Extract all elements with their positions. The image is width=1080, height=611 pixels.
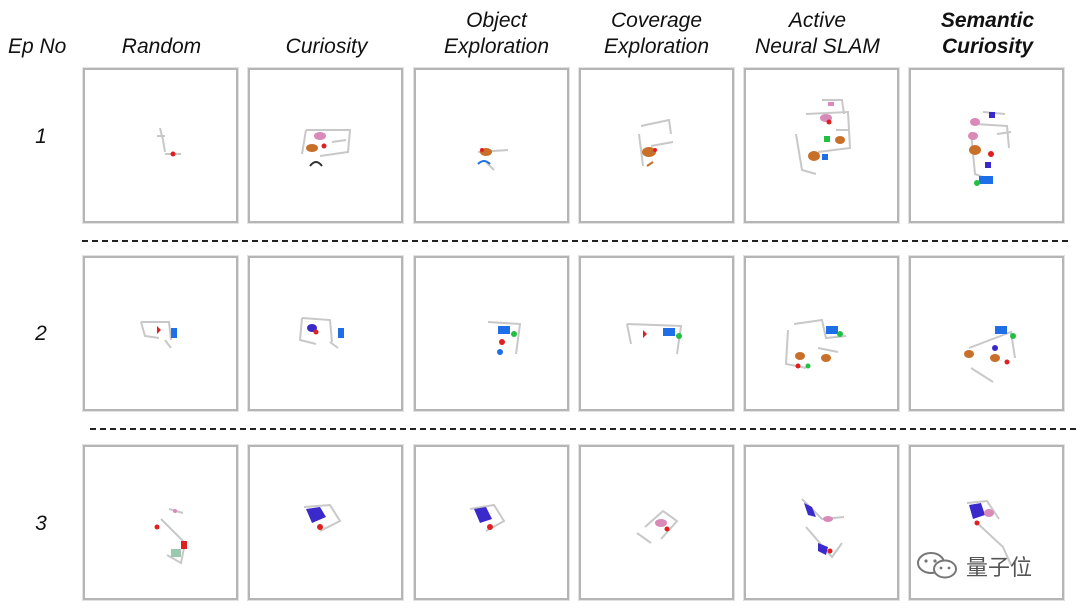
map-ep1-active-neural-slam-drawing [795,99,852,175]
header-line2: Curiosity [285,35,368,58]
header-line2: Exploration [603,35,710,58]
episode-label-2: 2 [35,322,47,345]
map-ep1-semantic-curiosity-drawing [968,111,1012,186]
header-line2: Random [121,35,202,58]
map-ep2-curiosity [248,256,403,411]
row-separator [82,240,1068,242]
map-ep2-random-drawing [140,321,177,349]
map-ep3-object-exploration-drawing [469,503,506,532]
header-line1 [244,8,409,34]
header-line1: Active [788,9,847,32]
map-ep3-semantic-curiosity-drawing [966,499,1012,566]
map-ep3-random [83,445,238,600]
map-ep2-semantic-curiosity [909,256,1064,411]
map-ep1-random [83,68,238,223]
map-ep3-active-neural-slam-drawing [801,498,845,559]
map-ep3-coverage-exploration [579,445,734,600]
map-ep3-curiosity-drawing [303,503,342,532]
map-ep2-coverage-exploration-drawing [626,323,683,355]
map-ep3-random-drawing [154,508,187,565]
map-ep1-object-exploration-drawing [477,148,509,171]
header-line1: Semantic [940,9,1035,32]
wechat-icon [917,552,957,579]
header-line1: Coverage [610,9,703,32]
map-ep1-semantic-curiosity [909,68,1064,223]
map-ep3-curiosity [248,445,403,600]
episode-label-3: 3 [35,512,47,535]
map-ep1-object-exploration [414,68,569,223]
header-line2: Neural SLAM [755,35,880,58]
map-ep1-active-neural-slam [744,68,899,223]
map-ep2-active-neural-slam [744,256,899,411]
map-ep1-coverage-exploration [579,68,734,223]
header-semantic-curiosity: Semantic Curiosity [905,8,1070,60]
map-ep2-random [83,256,238,411]
map-ep3-coverage-exploration-drawing [636,509,679,544]
map-ep2-active-neural-slam-drawing [784,318,847,369]
header-random: Random [79,8,244,60]
map-ep1-coverage-exploration-drawing [638,118,674,167]
row-separator [90,428,1076,430]
map-ep3-semantic-curiosity [909,445,1064,600]
watermark: 量子位 [916,550,1032,582]
map-ep3-active-neural-slam [744,445,899,600]
header-object-exploration: Object Exploration [414,8,579,60]
map-ep2-object-exploration-drawing [487,321,522,355]
header-line2: Exploration [443,35,550,58]
header-active-neural-slam: Active Neural SLAM [735,8,900,60]
header-curiosity: Curiosity [244,8,409,60]
header-coverage-exploration: Coverage Exploration [574,8,739,60]
map-ep2-curiosity-drawing [298,317,344,349]
map-ep2-semantic-curiosity-drawing [964,326,1016,383]
header-line1 [79,8,244,34]
watermark-text: 量子位 [966,556,1033,581]
ep-no-header: Ep No [8,35,67,58]
map-ep3-object-exploration [414,445,569,600]
header-line1: Object [466,9,527,32]
map-ep2-coverage-exploration [579,256,734,411]
header-line2: Curiosity [941,35,1033,58]
map-ep2-object-exploration [414,256,569,411]
map-ep1-random-drawing [157,127,181,157]
map-ep1-curiosity-drawing [301,129,352,167]
map-ep1-curiosity [248,68,403,223]
episode-label-1: 1 [35,125,47,148]
